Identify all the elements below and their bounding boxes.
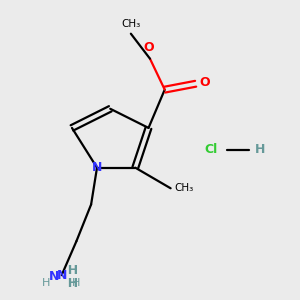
Text: H: H bbox=[42, 278, 50, 288]
Text: O: O bbox=[199, 76, 210, 89]
Text: CH₃: CH₃ bbox=[174, 183, 194, 193]
Text: N: N bbox=[92, 161, 102, 174]
Text: H: H bbox=[254, 143, 265, 157]
Text: O: O bbox=[143, 41, 154, 54]
Text: H: H bbox=[72, 278, 80, 288]
Text: Cl: Cl bbox=[205, 143, 218, 157]
Text: CH₃: CH₃ bbox=[121, 19, 140, 29]
Text: N: N bbox=[56, 268, 67, 282]
Text: H: H bbox=[59, 264, 78, 277]
Text: H: H bbox=[59, 277, 78, 290]
Text: N: N bbox=[49, 270, 59, 283]
